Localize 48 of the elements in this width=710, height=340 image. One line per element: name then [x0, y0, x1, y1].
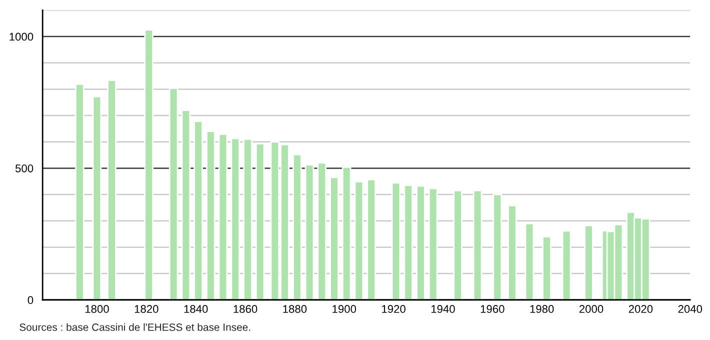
x-tick-label: 2040: [678, 305, 702, 313]
x-tick-label: 1820: [134, 305, 158, 313]
x-tick-label: 1880: [283, 305, 307, 313]
y-tick-label: 0: [28, 296, 34, 304]
bar: [107, 80, 116, 300]
bar: [75, 84, 84, 300]
bar: [144, 29, 154, 300]
x-tick-label: 1920: [382, 305, 406, 313]
bar: [330, 176, 339, 300]
bar: [584, 224, 594, 300]
bar: [255, 143, 265, 300]
y-tick-label: 500: [15, 164, 34, 172]
bar: [206, 130, 216, 300]
bar: [181, 110, 191, 300]
x-tick-label: 1940: [431, 305, 455, 313]
x-tick-label: 1960: [480, 305, 504, 313]
bar: [366, 178, 376, 300]
x-tick-label: 2000: [579, 305, 604, 313]
bar: [492, 194, 502, 300]
bar: [416, 185, 426, 300]
bar: [168, 87, 178, 300]
bar: [230, 138, 240, 300]
x-tick-label: 1900: [332, 305, 356, 313]
bar: [304, 164, 314, 300]
bar: [453, 190, 462, 300]
x-tick-label: 1860: [234, 305, 258, 313]
y-tick-label: 1000: [10, 32, 34, 41]
bar: [194, 120, 203, 300]
bar: [428, 188, 438, 300]
bar: [391, 182, 401, 300]
bar: [354, 180, 364, 300]
bar: [508, 204, 517, 300]
bar: [92, 96, 102, 300]
x-tick-label: 1800: [85, 305, 109, 313]
bar: [292, 154, 302, 300]
bar: [243, 138, 252, 300]
bar: [562, 230, 572, 300]
x-tick-label: 2020: [628, 305, 653, 313]
x-tick-label: 1840: [184, 305, 208, 313]
bar: [342, 166, 352, 300]
bar: [317, 162, 327, 300]
bar: [524, 222, 534, 300]
bar: [472, 190, 482, 300]
source-note: Sources : base Cassini de l'EHESS et base Insee.: [20, 323, 250, 331]
bar: [542, 236, 552, 300]
bar: [218, 134, 228, 300]
bar: [404, 184, 414, 300]
x-tick-label: 1980: [530, 305, 554, 313]
